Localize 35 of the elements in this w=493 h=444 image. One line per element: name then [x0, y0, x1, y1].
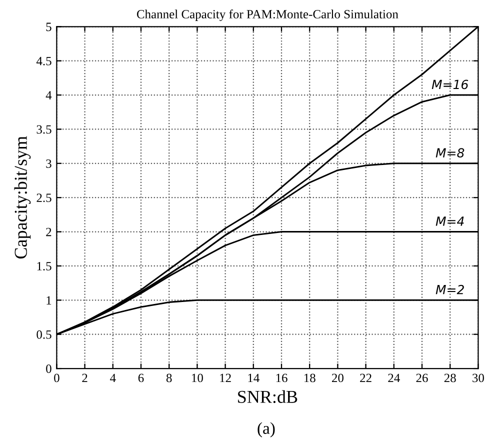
- x-tick-label: 2: [82, 374, 88, 382]
- y-tick-label: 2: [46, 228, 52, 236]
- y-tick-label: 1: [46, 296, 52, 304]
- series-label: M=4: [436, 216, 464, 226]
- x-tick-label: 8: [166, 374, 172, 382]
- y-axis-title: Capacity:bit/sym: [14, 136, 31, 259]
- x-tick-label: 10: [192, 374, 203, 382]
- x-tick-label: 30: [472, 374, 484, 382]
- x-tick-label: 6: [138, 374, 144, 382]
- chart-title: Channel Capacity for PAM:Monte-Carlo Simulation: [136, 10, 398, 22]
- x-tick-label: 14: [248, 374, 260, 382]
- series-label: M=2: [436, 284, 464, 294]
- x-tick-label: 4: [110, 374, 116, 382]
- y-tick-label: 5: [46, 22, 52, 32]
- series-label: M=8: [436, 148, 464, 158]
- y-tick-label: 2.5: [36, 194, 52, 202]
- text: (a): [258, 422, 275, 438]
- x-tick-label: 20: [332, 374, 344, 382]
- y-tick-label: 3.5: [36, 125, 52, 134]
- y-tick-label: 1.5: [37, 262, 52, 270]
- x-tick-label: 16: [276, 374, 288, 382]
- x-tick-label: 0: [54, 374, 60, 382]
- x-tick-label: 22: [360, 374, 372, 382]
- y-tick-label: 4: [46, 91, 52, 100]
- x-tick-label: 18: [304, 374, 316, 382]
- y-tick-label: 0.5: [36, 330, 52, 339]
- y-tick-label: 3: [46, 159, 52, 168]
- y-tick-label: 4.5: [36, 56, 52, 66]
- series-label: M=16: [432, 80, 468, 90]
- x-tick-label: 24: [388, 374, 400, 382]
- x-tick-label: 26: [416, 374, 428, 382]
- y-tick-label: 0: [46, 364, 52, 373]
- x-axis-title: SNR:dB: [238, 390, 298, 404]
- x-tick-label: 12: [220, 374, 231, 382]
- x-tick-label: 28: [444, 374, 456, 382]
